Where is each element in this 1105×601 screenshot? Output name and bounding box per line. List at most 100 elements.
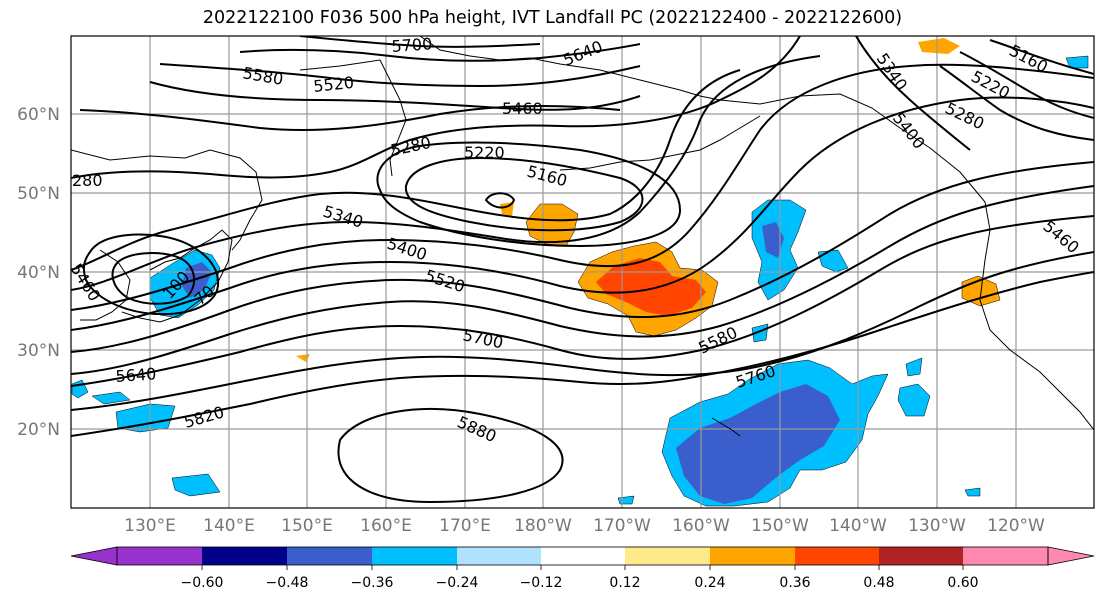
colorbar-bin-2 xyxy=(202,547,287,565)
colorbar-bin-4 xyxy=(372,547,457,565)
ivt-positive-small xyxy=(296,354,310,362)
ivt-negative-hawaii-4 xyxy=(617,495,635,505)
colorbar-bin-6 xyxy=(541,547,625,565)
lon-label-140e: 140°E xyxy=(203,516,255,536)
lon-label-160e: 160°E xyxy=(360,516,412,536)
ivt-negative-ne xyxy=(1065,55,1089,69)
contour-label-5580-north: 5580 xyxy=(241,63,284,89)
contour-label-5340-ne: 5340 xyxy=(873,50,912,94)
colorbar-bin-9 xyxy=(795,547,879,565)
contour-5700 xyxy=(71,215,1094,387)
contour-5460 xyxy=(71,63,1094,311)
contour-5580-north xyxy=(159,63,641,88)
ivt-positive-ne xyxy=(918,38,960,54)
contour-5640-north xyxy=(239,43,641,62)
coastline-siberia xyxy=(71,149,263,251)
colorbar-bin-5 xyxy=(457,547,541,565)
ivt-negative-japan-core xyxy=(182,262,212,298)
coastline-aleutians xyxy=(559,115,761,171)
lon-label-170w: 170°W xyxy=(593,516,651,536)
contour-label-5520-trough: 5520 xyxy=(423,266,468,297)
lon-label-180w: 180°W xyxy=(514,516,572,536)
coastline-north xyxy=(419,36,701,97)
lon-label-160w: 160°W xyxy=(672,516,730,536)
contour-label-5460-ne: 5460 xyxy=(1039,217,1082,258)
lon-label-150w: 150°W xyxy=(751,516,809,536)
contour-ne-5280 xyxy=(939,65,1094,141)
ivt-negative-west-2 xyxy=(91,391,131,405)
colorbar-tick-1: −0.60 xyxy=(181,575,224,591)
colorbar-tick-5: −0.12 xyxy=(520,575,563,591)
ivt-positive-low-1 xyxy=(525,203,579,247)
map-frame xyxy=(70,35,1095,509)
contour-label-5160-ne: 5160 xyxy=(1006,41,1051,77)
contour-5520-north xyxy=(149,81,641,111)
colorbar-tick-marks xyxy=(201,565,964,570)
colorbar-tick-9: 0.48 xyxy=(863,575,894,591)
contour-label-5700-north: 5700 xyxy=(391,34,433,56)
latitude-labels: 60°N 50°N 40°N 30°N 20°N xyxy=(17,105,60,440)
colorbar-tick-4: −0.24 xyxy=(436,575,479,591)
colorbar-tick-10: 0.60 xyxy=(947,575,978,591)
contour-label-5820-west: 5820 xyxy=(182,402,226,431)
ivt-negative-hawaii-3 xyxy=(905,357,923,377)
contour-5880 xyxy=(337,408,564,504)
lat-label-20n: 20°N xyxy=(17,420,60,440)
colorbar-bin-1 xyxy=(117,547,202,565)
contour-label-5280-ne: 5280 xyxy=(942,99,987,134)
coastline-kamchatka xyxy=(299,59,407,177)
contour-label-5580-east: 5580 xyxy=(695,323,740,358)
colorbar-tick-8: 0.36 xyxy=(779,575,810,591)
longitude-labels: 130°E 140°E 150°E 160°E 170°E 180°W 170°… xyxy=(124,516,1045,536)
contour-label-5220-low: 5220 xyxy=(464,143,505,162)
contour-5580 xyxy=(71,161,1094,353)
ivt-shading xyxy=(71,38,1089,507)
contour-5340 xyxy=(71,69,741,271)
colorbar-frame xyxy=(116,546,1049,566)
lat-label-40n: 40°N xyxy=(17,263,60,283)
ivt-negative-west-4 xyxy=(171,473,221,497)
coastline-hawaii xyxy=(711,417,741,437)
contour-label-5520-north: 5520 xyxy=(312,73,354,96)
contour-5160 xyxy=(404,156,644,232)
contour-label-5640-north: 5640 xyxy=(560,37,605,70)
colorbar-extend-max xyxy=(1047,546,1095,566)
ivt-negative-hawaii-core xyxy=(676,384,840,504)
contour-5700-north xyxy=(299,36,541,48)
contour-label-5640-west: 5640 xyxy=(115,364,157,386)
colorbar-bin-8 xyxy=(710,547,795,565)
contour-label-5340-trough: 5340 xyxy=(321,202,365,232)
ivt-negative-hawaii-2 xyxy=(897,383,931,417)
contour-label-5400-trough: 5400 xyxy=(385,234,430,265)
lon-label-130e: 130°E xyxy=(124,516,176,536)
contour-5400 xyxy=(71,55,821,291)
colorbar-bin-11 xyxy=(963,547,1048,565)
colorbar-tick-3: −0.36 xyxy=(351,575,394,591)
ivt-negative-west-1 xyxy=(71,379,89,399)
contour-5520 xyxy=(71,96,1094,331)
contour-label-5400-ne: 5400 xyxy=(889,109,929,153)
coastline-japan xyxy=(121,229,233,323)
lon-label-120w: 120°W xyxy=(987,516,1045,536)
ivt-negative-gulf-core xyxy=(762,222,784,258)
lon-label-140w: 140°W xyxy=(829,516,887,536)
colorbar-tick-7: 0.24 xyxy=(694,575,725,591)
contour-5820 xyxy=(71,271,1094,437)
colorbar: −0.60 −0.48 −0.36 −0.24 −0.12 0.12 0.24 … xyxy=(70,546,1095,591)
contour-5460-north xyxy=(79,104,621,132)
contour-5760 xyxy=(71,251,1094,411)
colorbar-bin-7 xyxy=(625,547,710,565)
contour-label-5280-edge: 280 xyxy=(72,171,103,190)
colorbar-bin-3 xyxy=(287,547,372,565)
colorbar-tick-2: −0.48 xyxy=(266,575,309,591)
ivt-negative-hawaii-5 xyxy=(964,487,981,497)
lon-label-170e: 170°E xyxy=(439,516,491,536)
contour-japan-low-inner xyxy=(111,252,196,305)
contour-low-core xyxy=(484,192,516,209)
lon-label-150e: 150°E xyxy=(281,516,333,536)
contour-label-5460-north: 5460 xyxy=(502,99,543,118)
colorbar-extend-min xyxy=(70,546,118,566)
lon-label-130w: 130°W xyxy=(908,516,966,536)
lat-label-30n: 30°N xyxy=(17,341,60,361)
